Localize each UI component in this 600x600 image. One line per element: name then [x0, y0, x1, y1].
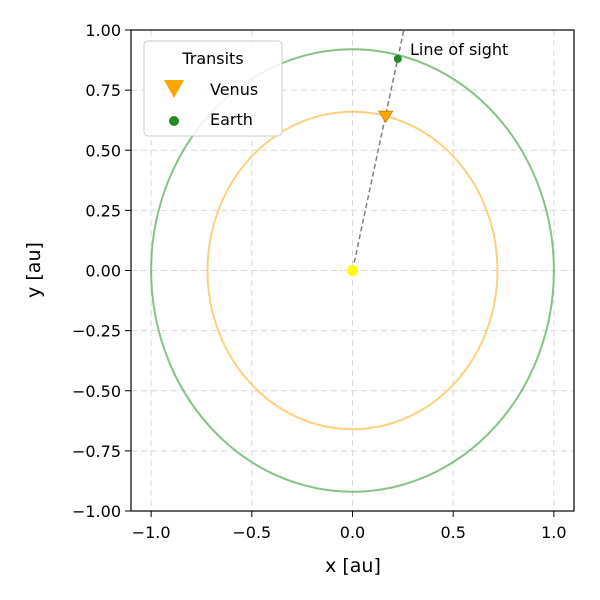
y-tick-label: −1.00	[72, 502, 121, 521]
x-tick-label: −0.5	[232, 523, 271, 542]
y-tick-label: −0.25	[72, 322, 121, 341]
y-tick-label: −0.50	[72, 382, 121, 401]
y-tick-label: 0.50	[85, 141, 121, 160]
legend-venus-marker	[164, 80, 184, 98]
y-tick-label: 0.75	[85, 81, 121, 100]
legend: Transits Venus Earth	[143, 40, 283, 137]
plot-area	[150, 29, 555, 493]
line-of-sight	[351, 29, 405, 271]
legend-box	[143, 40, 283, 137]
venus-point	[378, 110, 394, 124]
orbit-earth	[150, 48, 555, 493]
legend-title: Transits	[181, 49, 243, 68]
legend-earth-label: Earth	[210, 110, 253, 129]
y-axis-label: y [au]	[23, 242, 45, 298]
y-tick-label: 0.00	[85, 262, 121, 281]
x-tick-label: 0.5	[440, 523, 465, 542]
y-tick-label: 1.00	[85, 21, 121, 40]
earth-point	[393, 54, 402, 63]
legend-earth-marker	[169, 116, 179, 126]
line-of-sight-annotation: Line of sight	[410, 40, 508, 59]
y-tick-label: −0.75	[72, 442, 121, 461]
legend-venus-label: Venus	[210, 80, 258, 99]
sun-marker	[347, 265, 358, 276]
x-tick-label: 0.0	[340, 523, 365, 542]
x-tick-label: 1.0	[541, 523, 566, 542]
ticks: −1.0 −0.5 0.0 0.5 1.0 −1.00 −0.75 −0.50 −0.25 0.0…	[72, 21, 567, 542]
x-axis-label: x [au]	[325, 555, 381, 577]
y-tick-label: 0.25	[85, 201, 121, 220]
x-tick-label: −1.0	[132, 523, 171, 542]
orbit-venus	[206, 110, 499, 431]
